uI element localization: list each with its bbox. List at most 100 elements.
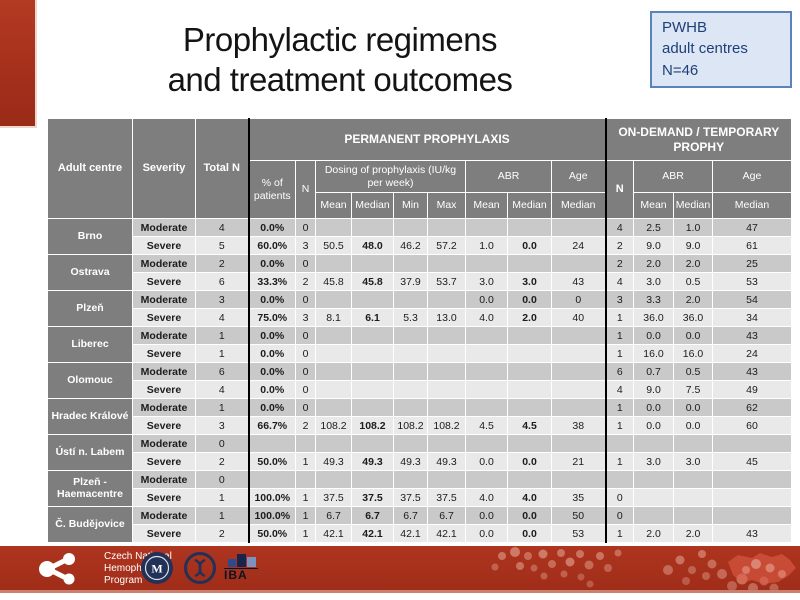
data-cell	[507, 254, 552, 273]
data-cell	[247, 470, 296, 489]
data-cell: 2.0	[673, 290, 714, 309]
data-cell: 2.5	[633, 218, 675, 237]
data-cell: Moderate	[132, 218, 196, 237]
data-cell: 6.1	[351, 308, 394, 327]
data-cell	[673, 488, 714, 507]
data-cell: 0.0	[465, 506, 508, 525]
data-cell	[315, 344, 352, 363]
data-cell: 100.0%	[247, 506, 296, 525]
data-cell: 43	[712, 524, 793, 543]
data-cell: 4	[195, 308, 249, 327]
data-cell: Moderate	[132, 398, 196, 417]
data-cell: 21	[550, 452, 607, 471]
group-header-on-demand: ON-DEMAND / TEMPORARY PROPHY	[604, 118, 793, 161]
data-cell: 54	[712, 290, 793, 309]
data-cell	[393, 218, 428, 237]
data-cell: 4	[195, 380, 249, 399]
note-line-1: PWHB	[662, 19, 707, 36]
data-cell: 108.2	[351, 416, 394, 435]
data-cell: 1	[604, 524, 635, 543]
data-cell: 37.5	[315, 488, 352, 507]
data-cell: 1.0	[465, 236, 508, 255]
data-cell: 0.0%	[247, 362, 296, 381]
data-cell	[427, 380, 466, 399]
data-cell: 4.0	[465, 308, 508, 327]
data-cell: 46.2	[393, 236, 428, 255]
data-cell: 57.2	[427, 236, 466, 255]
header-row-subgroups: % of patients N Dosing of prophylaxis (I…	[48, 160, 793, 219]
data-cell	[351, 398, 394, 417]
data-cell	[550, 218, 607, 237]
data-cell: 37.5	[393, 488, 428, 507]
data-cell: 40	[550, 308, 607, 327]
data-cell	[712, 506, 793, 525]
data-cell: 0.0	[465, 452, 508, 471]
data-cell: 50	[550, 506, 607, 525]
data-cell: 6.7	[315, 506, 352, 525]
table-row: Č. Budějovice Moderate 1 100.0% 1 6.7 6.7 6.7 6.…	[47, 506, 793, 543]
data-cell: 2	[295, 416, 316, 435]
col-header-severity: Severity	[132, 118, 196, 219]
data-cell: 49.3	[351, 452, 394, 471]
data-cell	[673, 470, 714, 489]
data-cell: 0.0%	[247, 344, 296, 363]
corner-accent-bar	[0, 0, 37, 128]
data-cell: 2	[295, 272, 316, 291]
data-cell: 2.0	[673, 254, 714, 273]
data-cell: 38	[550, 416, 607, 435]
data-cell	[673, 434, 714, 453]
data-cell: Severe	[132, 416, 196, 435]
data-cell: 0	[195, 434, 249, 453]
data-cell	[712, 470, 793, 489]
data-cell: 4	[604, 272, 635, 291]
data-cell: 1	[604, 308, 635, 327]
data-cell	[315, 434, 352, 453]
table-row: Severe 5 60.0% 3 50.5 48.0 46.2 57.2 1.0 0.0 24 2 9.…	[48, 236, 793, 255]
data-cell	[393, 344, 428, 363]
data-cell	[351, 470, 394, 489]
data-cell: 37.5	[427, 488, 466, 507]
data-cell: 0.0%	[247, 254, 296, 273]
data-cell: 3.3	[633, 290, 675, 309]
data-cell: 53	[550, 524, 607, 543]
col-header-age-median: Median	[550, 192, 607, 219]
data-cell: 9.0	[633, 236, 675, 255]
data-cell: 0.0	[673, 416, 714, 435]
table-row: Ostrava Moderate 2 0.0% 0 2 2.0 2.0 25	[47, 254, 793, 291]
data-cell: Severe	[132, 308, 196, 327]
table-row: Severe 6 33.3% 2 45.8 45.8 37.9 53.7 3.0 3.0 43 4 3.…	[48, 272, 793, 291]
data-cell: 1	[195, 326, 249, 345]
data-cell: 49.3	[427, 452, 466, 471]
data-cell: 1	[295, 524, 316, 543]
data-cell	[427, 398, 466, 417]
data-cell: 3.0	[633, 272, 675, 291]
data-cell	[427, 218, 466, 237]
data-cell: 53.7	[427, 272, 466, 291]
outcomes-table-wrap: Adult centre Severity Total N PERMANENT …	[47, 118, 793, 543]
col-header-adult-centre: Adult centre	[47, 118, 133, 219]
data-cell: 0.0	[633, 398, 675, 417]
data-cell: 33.3%	[247, 272, 296, 291]
group-header-od-abr: ABR	[633, 160, 714, 193]
col-header-od-abr-mean: Mean	[633, 192, 675, 219]
data-cell: 6.7	[351, 506, 394, 525]
data-cell: 0	[295, 326, 316, 345]
data-cell: 2	[195, 452, 249, 471]
data-cell	[351, 434, 394, 453]
data-cell: 2.0	[507, 308, 552, 327]
data-cell: 8.1	[315, 308, 352, 327]
data-cell	[465, 344, 508, 363]
data-cell	[315, 218, 352, 237]
data-cell	[351, 362, 394, 381]
data-cell: Moderate	[132, 434, 196, 453]
data-cell: 0.0	[507, 452, 552, 471]
data-cell	[393, 434, 428, 453]
data-cell: 5.3	[393, 308, 428, 327]
data-cell	[295, 470, 316, 489]
col-header-dose-median: Median	[351, 192, 394, 219]
data-cell: 3	[604, 290, 635, 309]
centre-name-cell: Č. Budějovice	[47, 506, 133, 543]
data-cell	[465, 398, 508, 417]
centre-name-cell: Liberec	[47, 326, 133, 363]
data-cell: Moderate	[132, 290, 196, 309]
